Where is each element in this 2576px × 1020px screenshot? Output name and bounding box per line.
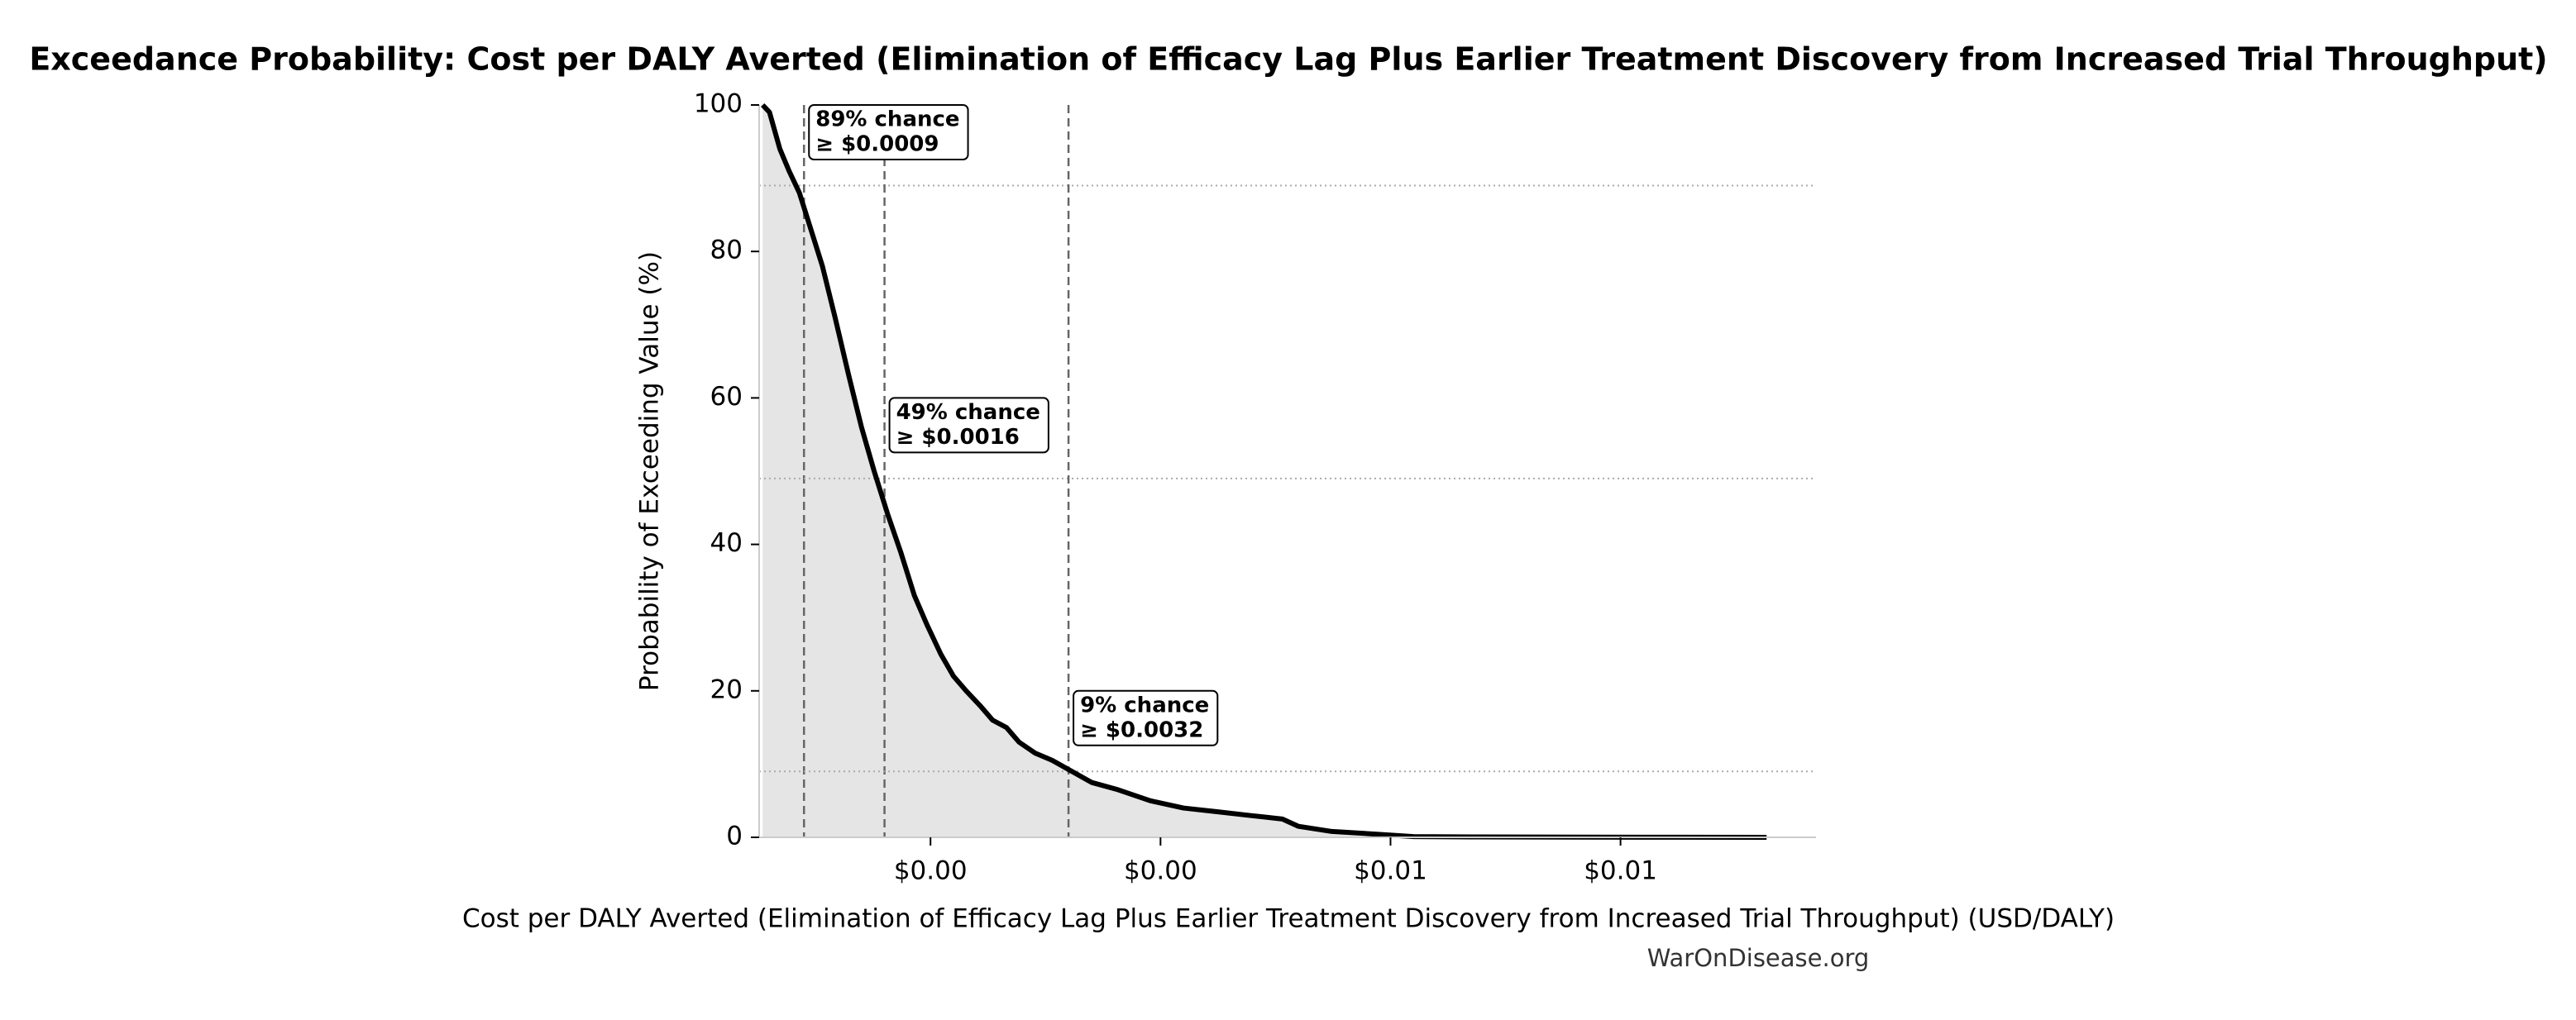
y-tick-label: 40 <box>710 528 743 558</box>
annotation-text: ≥ $0.0009 <box>815 132 939 157</box>
y-tick-label: 100 <box>694 89 743 119</box>
annotation-text: ≥ $0.0032 <box>1080 717 1203 742</box>
y-axis-label: Probability of Exceeding Value (%) <box>635 251 665 691</box>
x-tick-label: $0.01 <box>1354 856 1427 886</box>
annotation-box <box>888 397 1049 454</box>
annotation-text: 89% chance <box>815 107 959 132</box>
chart-title: Exceedance Probability: Cost per DALY Av… <box>29 41 2547 78</box>
annotation-text: 9% chance <box>1080 693 1209 717</box>
y-tick-label: 80 <box>710 236 743 265</box>
annotation-text: 49% chance <box>896 400 1040 425</box>
source: WarOnDisease.org <box>1647 944 1870 972</box>
annotation-box <box>1073 689 1219 746</box>
x-tick-label: $0.00 <box>1124 856 1197 886</box>
y-tick-label: 60 <box>710 382 743 412</box>
annotation-box <box>808 104 969 160</box>
x-tick-label: $0.01 <box>1584 856 1657 886</box>
x-tick-label: $0.00 <box>894 856 968 886</box>
x-axis-label: Cost per DALY Averted (Elimination of Ef… <box>462 904 2115 934</box>
y-tick-label: 0 <box>726 822 743 851</box>
y-tick-label: 20 <box>710 674 743 704</box>
exceedance-curve <box>760 102 1767 840</box>
area <box>762 105 1767 837</box>
annotation-text: ≥ $0.0016 <box>896 425 1020 450</box>
